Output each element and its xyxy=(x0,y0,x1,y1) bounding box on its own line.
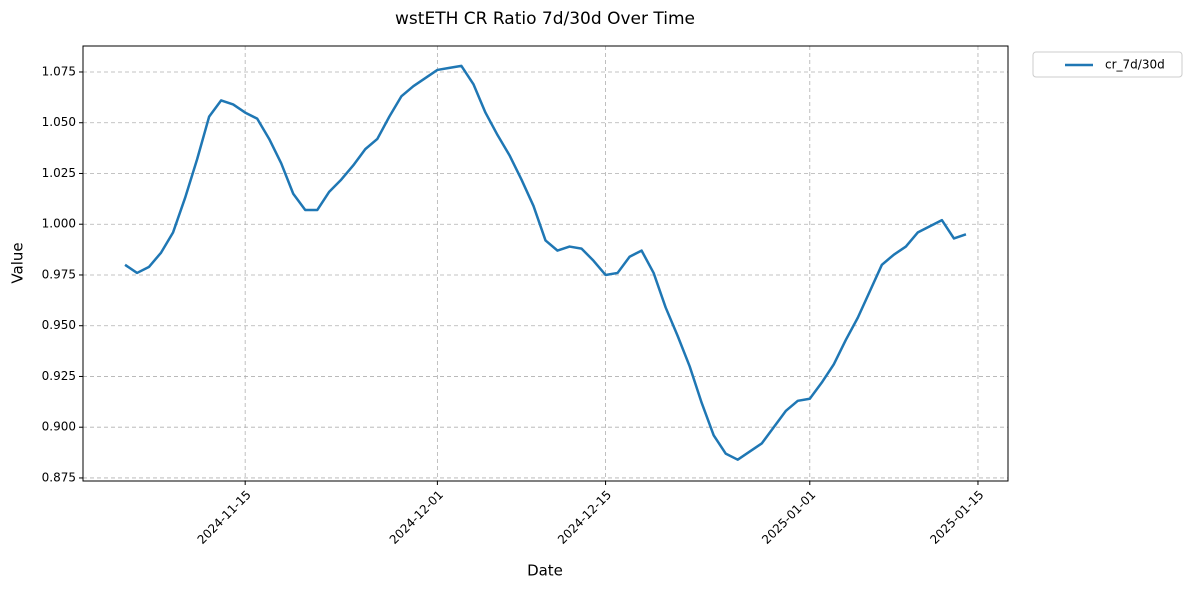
x-tick-label: 2025-01-01 xyxy=(759,488,818,547)
x-tick-label: 2024-12-01 xyxy=(387,488,446,547)
y-tick-label: 0.875 xyxy=(42,470,76,484)
legend-label: cr_7d/30d xyxy=(1105,58,1165,72)
y-tick-label: 0.925 xyxy=(42,369,76,383)
x-tick-label: 2025-01-15 xyxy=(927,488,986,547)
data-line xyxy=(124,64,967,461)
y-axis-label: Value xyxy=(9,242,27,283)
x-axis-label: Date xyxy=(527,562,563,580)
y-tick-label: 0.975 xyxy=(42,267,76,281)
y-tick-label: 1.050 xyxy=(42,115,76,129)
x-tick-label: 2024-12-15 xyxy=(555,488,614,547)
legend-box xyxy=(1032,51,1183,78)
y-tick-label: 0.900 xyxy=(42,420,76,434)
y-tick-label: 0.950 xyxy=(42,318,76,332)
y-tick-label: 1.025 xyxy=(42,166,76,180)
y-tick-label: 1.075 xyxy=(42,64,76,78)
y-tick-label: 1.000 xyxy=(42,217,76,231)
x-tick-label: 2024-11-15 xyxy=(195,488,254,547)
plot-frame xyxy=(82,45,1009,482)
chart-title: wstETH CR Ratio 7d/30d Over Time xyxy=(395,9,695,29)
